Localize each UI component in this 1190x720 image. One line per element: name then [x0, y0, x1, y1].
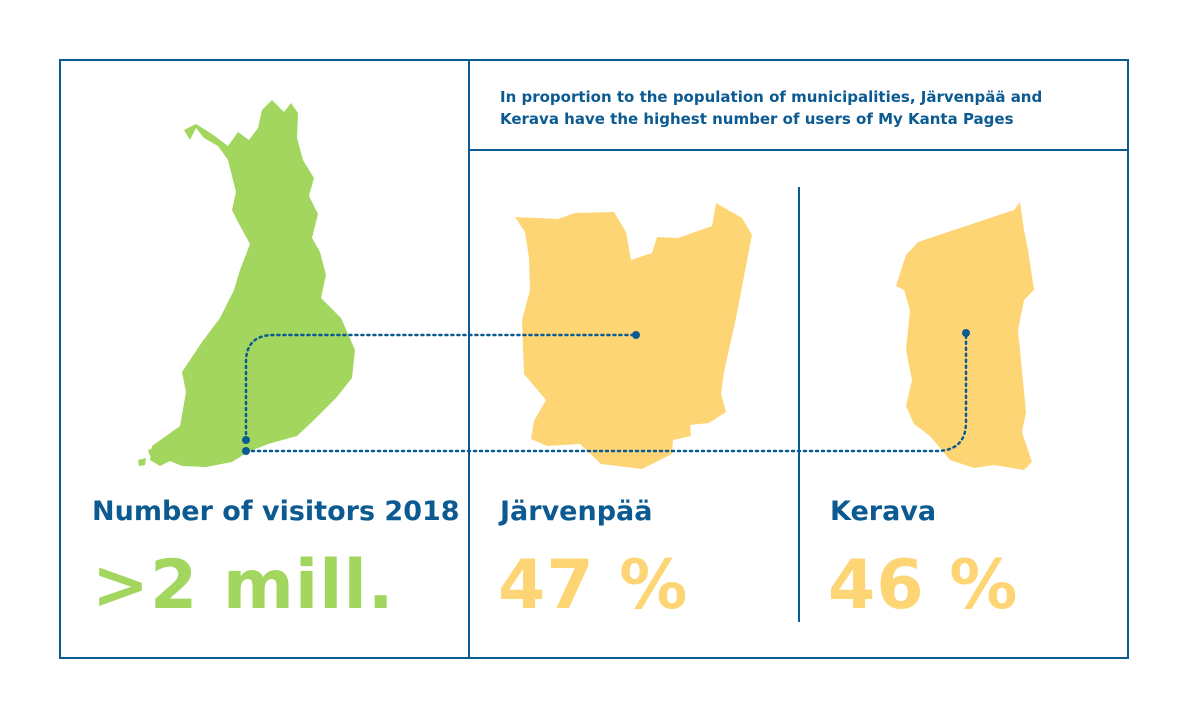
divider-header — [469, 149, 1129, 151]
kerava-value: 46 % — [828, 546, 1019, 625]
connector-dot-finland-lower — [242, 447, 250, 455]
header-caption: In proportion to the population of munic… — [500, 86, 1100, 130]
connector-kerava-line — [244, 331, 968, 453]
connector-jarvenpaa-line — [244, 333, 638, 442]
visitors-label: Number of visitors 2018 — [92, 496, 460, 527]
divider-municipalities — [798, 187, 800, 622]
connector-dot-jarvenpaa — [632, 331, 640, 339]
finland-map-icon — [150, 100, 355, 467]
header-caption-line1: In proportion to the population of munic… — [500, 88, 1043, 106]
connector-dot-kerava — [962, 329, 970, 337]
infographic-frame — [59, 59, 1129, 659]
jarvenpaa-value: 47 % — [498, 546, 689, 625]
visitors-value: >2 mill. — [92, 546, 395, 625]
divider-main — [468, 59, 470, 659]
connector-dot-finland-upper — [242, 436, 250, 444]
kerava-label: Kerava — [830, 496, 937, 527]
header-caption-line2: Kerava have the highest number of users … — [500, 110, 1014, 128]
jarvenpaa-label: Järvenpää — [500, 496, 653, 527]
finland-islands-icon — [138, 446, 198, 466]
